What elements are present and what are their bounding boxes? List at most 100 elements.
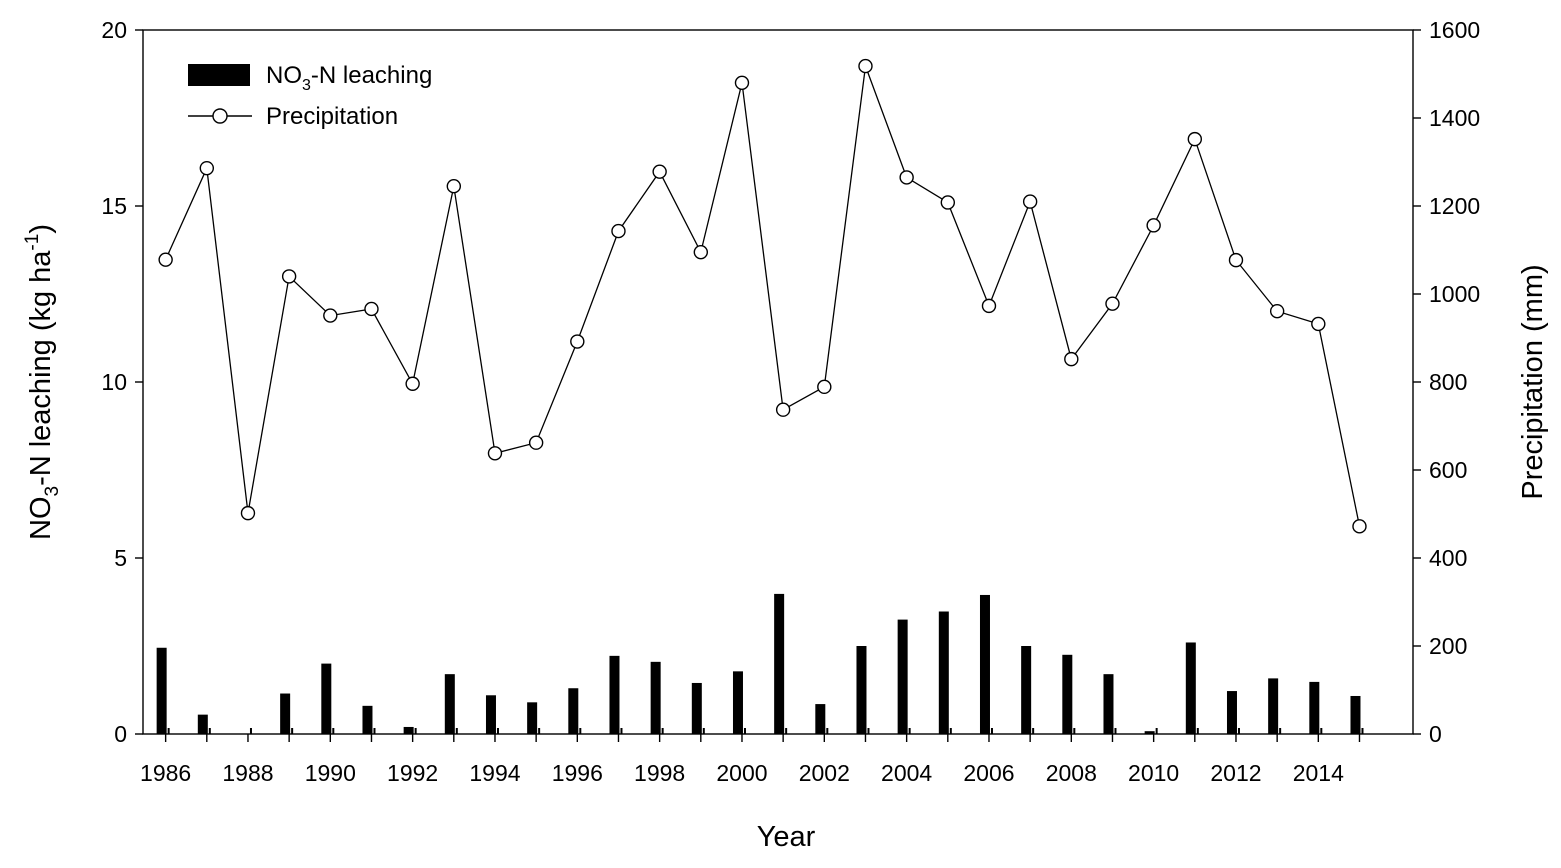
- bar-stub: [455, 728, 458, 734]
- bar: [856, 646, 867, 734]
- precipitation-point: [405, 376, 420, 391]
- bar-stub: [291, 728, 294, 734]
- bar: [444, 674, 455, 734]
- bar: [1103, 674, 1114, 734]
- bar-stub: [702, 728, 705, 734]
- x-tick-label: 2006: [963, 760, 1014, 786]
- bar-stub: [867, 728, 870, 734]
- legend-line-label: Precipitation: [266, 103, 398, 130]
- bar-stub: [167, 728, 170, 734]
- x-tick-label: 1986: [140, 760, 191, 786]
- x-axis-title: Year: [757, 821, 816, 853]
- precipitation-point: [899, 170, 914, 185]
- bar: [568, 688, 579, 734]
- precipitation-point: [281, 269, 297, 284]
- x-tick-label: 2002: [799, 760, 850, 786]
- bar: [1144, 731, 1155, 734]
- bar: [938, 611, 949, 734]
- bar: [403, 726, 414, 734]
- x-tick-label: 1996: [552, 760, 603, 786]
- bar: [1309, 681, 1320, 734]
- precipitation-point: [199, 160, 215, 176]
- x-tick-label: 1990: [305, 760, 356, 786]
- bar-stub: [1073, 728, 1076, 734]
- precipitation-point: [323, 308, 338, 323]
- bar: [197, 714, 208, 734]
- precipitation-point: [487, 446, 503, 461]
- bar: [485, 695, 496, 734]
- precipitation-series: [158, 58, 1367, 534]
- bar-stub: [496, 728, 499, 734]
- precipitation-point: [1064, 351, 1079, 367]
- precipitation-point: [940, 195, 956, 210]
- bar-stub: [373, 728, 376, 734]
- y-right-tick-label: 0: [1429, 721, 1442, 747]
- bar-stub: [620, 728, 623, 734]
- precipitation-point: [1146, 218, 1161, 233]
- bar-stub: [579, 728, 582, 734]
- bar: [1226, 691, 1237, 734]
- precipitation-point: [570, 334, 585, 349]
- x-tick-label: 2010: [1128, 760, 1179, 786]
- y-right-tick-label: 200: [1429, 633, 1467, 659]
- bar-stub: [908, 728, 911, 734]
- precipitation-point: [652, 164, 667, 179]
- y-right-tick-label: 800: [1429, 369, 1467, 395]
- axis-labels: Year Precipitation (mm) NO3-N leaching (kg…: [22, 224, 1549, 853]
- bar-stub: [1237, 728, 1240, 734]
- legend-circle-marker: [212, 108, 228, 124]
- bar: [650, 661, 661, 734]
- bar: [362, 705, 373, 734]
- precipitation-point: [446, 178, 462, 194]
- x-tick-label: 2014: [1293, 760, 1344, 786]
- precipitation-point: [817, 379, 832, 395]
- y-left-tick-label: 15: [101, 193, 127, 219]
- y-right-tick-label: 1400: [1429, 105, 1480, 131]
- x-tick-label: 1994: [469, 760, 520, 786]
- y-left-tick-label: 20: [101, 17, 127, 43]
- bar-stub: [661, 728, 664, 734]
- bar: [774, 593, 785, 734]
- y-right-tick-label: 1000: [1429, 281, 1480, 307]
- y-right-tick-label: 600: [1429, 457, 1467, 483]
- bar: [609, 655, 620, 734]
- y-left-tick-label: 0: [114, 721, 127, 747]
- bar-series: [156, 593, 1364, 734]
- bar-stub: [1032, 728, 1035, 734]
- precipitation-point: [1311, 316, 1326, 332]
- bar: [691, 682, 702, 734]
- bar-stub: [1155, 728, 1158, 734]
- bar-stub: [1279, 728, 1282, 734]
- bar-stub: [538, 728, 541, 734]
- bar: [1350, 695, 1361, 734]
- precipitation-point: [693, 244, 709, 260]
- x-tick-label: 2000: [716, 760, 767, 786]
- legend-bar-swatch: [188, 64, 250, 86]
- x-tick-label: 2004: [881, 760, 932, 786]
- precipitation-point: [1187, 131, 1203, 147]
- bar: [280, 693, 291, 734]
- x-tick-label: 2012: [1210, 760, 1261, 786]
- bar-stub: [785, 728, 788, 734]
- precipitation-point: [528, 435, 544, 450]
- bar-stub: [1361, 728, 1364, 734]
- bar-stub: [1196, 728, 1199, 734]
- precipitation-point: [1022, 194, 1038, 209]
- bar-stub: [743, 728, 746, 734]
- bar-stub: [826, 728, 829, 734]
- y-right-axis-title: Precipitation (mm): [1517, 264, 1549, 499]
- bar-stub: [1320, 728, 1323, 734]
- precipitation-point: [734, 75, 750, 91]
- y-right-tick-label: 400: [1429, 545, 1467, 571]
- x-tick-label: 2008: [1046, 760, 1097, 786]
- precipitation-point: [981, 298, 997, 314]
- precipitation-point: [1228, 252, 1244, 268]
- bar: [1021, 646, 1032, 734]
- bar-stub: [249, 728, 252, 734]
- bar: [321, 663, 332, 734]
- bar: [1185, 642, 1196, 734]
- precipitation-point: [364, 301, 379, 317]
- bar-stub: [414, 728, 417, 734]
- precipitation-point: [775, 402, 791, 417]
